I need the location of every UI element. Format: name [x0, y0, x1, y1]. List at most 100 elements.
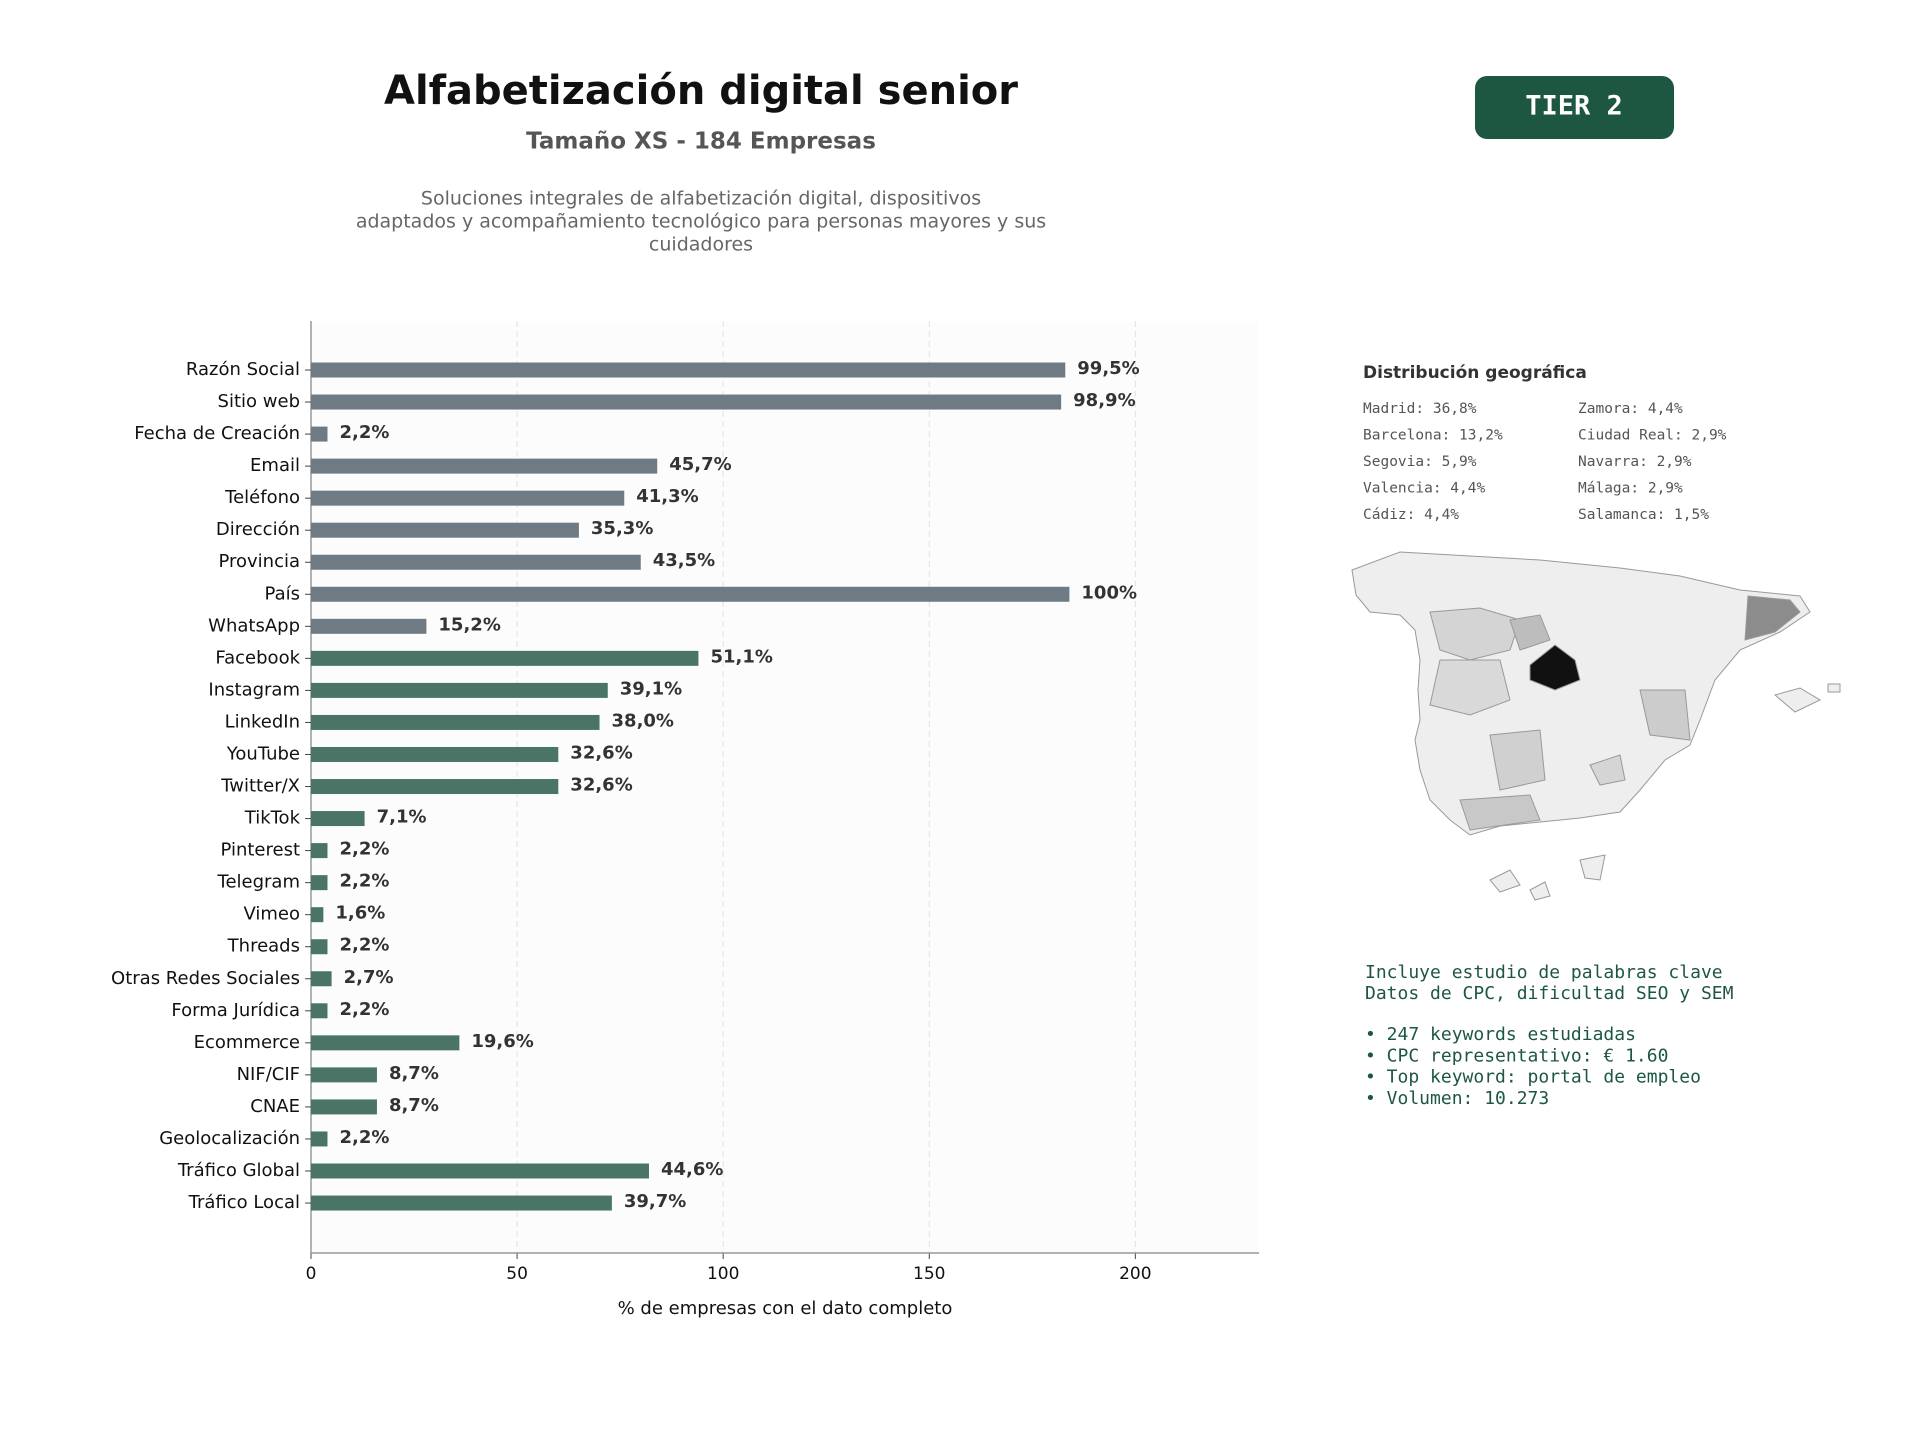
y-tick-label: Otras Redes Sociales [111, 968, 300, 989]
chart-title: Alfabetización digital senior [384, 68, 1018, 114]
geo-entry: Cádiz: 4,4% [1363, 507, 1459, 523]
map-region [1639, 689, 1691, 741]
value-label: 98,9% [1073, 390, 1135, 411]
value-label: 15,2% [438, 614, 500, 635]
y-tick-label: TikTok [244, 808, 301, 829]
bar [311, 1003, 328, 1019]
x-tick-label: 100 [707, 1264, 739, 1284]
value-label: 7,1% [377, 807, 427, 828]
y-tick-label: LinkedIn [225, 711, 300, 732]
bar [311, 618, 427, 634]
chart-description: cuidadores [649, 234, 753, 256]
keywords-bullet: • Top keyword: portal de empleo [1365, 1067, 1701, 1088]
bar [311, 1163, 649, 1179]
value-label: 1,6% [335, 903, 385, 924]
bar [311, 554, 641, 570]
chart-description: adaptados y acompañamiento tecnológico p… [356, 211, 1046, 233]
value-label: 32,6% [570, 742, 632, 763]
value-label: 32,6% [570, 775, 632, 796]
y-tick-label: Facebook [215, 647, 300, 668]
value-label: 39,7% [624, 1191, 686, 1212]
map-region [1589, 754, 1626, 786]
spain-map [1351, 551, 1841, 901]
y-tick-label: Provincia [218, 551, 300, 572]
map-balearic [1773, 687, 1822, 713]
value-label: 8,7% [389, 1063, 439, 1084]
value-label: 43,5% [653, 550, 715, 571]
geo-entry: Ciudad Real: 2,9% [1578, 428, 1727, 444]
value-label: 19,6% [471, 1031, 533, 1052]
geo-entry: Navarra: 2,9% [1578, 454, 1692, 470]
bar [311, 682, 608, 698]
y-tick-label: Vimeo [243, 904, 300, 925]
keywords-bullet: • Volumen: 10.273 [1365, 1088, 1549, 1109]
map-region [1509, 614, 1551, 651]
bar [311, 1099, 377, 1115]
value-label: 99,5% [1077, 358, 1139, 379]
value-label: 51,1% [710, 646, 772, 667]
map-canary [1529, 881, 1551, 901]
geo-entry: Barcelona: 13,2% [1363, 428, 1503, 444]
y-tick-label: Ecommerce [194, 1032, 300, 1053]
y-tick-label: Dirección [216, 519, 300, 540]
geo-entry: Salamanca: 1,5% [1578, 507, 1709, 523]
value-label: 2,2% [339, 839, 389, 860]
y-tick-label: Instagram [208, 679, 300, 700]
geo-entry: Segovia: 5,9% [1363, 454, 1477, 470]
value-label: 2,2% [339, 935, 389, 956]
y-tick-label: Pinterest [220, 840, 300, 861]
y-tick-label: Fecha de Creación [134, 423, 300, 444]
keywords-intro: Datos de CPC, dificultad SEO y SEM [1365, 983, 1734, 1004]
value-label: 2,2% [339, 999, 389, 1020]
map-barcelona [1744, 595, 1801, 641]
y-tick-label: Teléfono [224, 487, 300, 508]
bar [311, 490, 625, 506]
geo-entry: Madrid: 36,8% [1363, 401, 1477, 417]
keywords-intro: Incluye estudio de palabras clave [1365, 962, 1723, 983]
bar [311, 811, 365, 827]
bar [311, 586, 1070, 602]
tier-badge [1475, 76, 1674, 139]
map-balearic [1827, 683, 1841, 693]
y-tick-label: Twitter/X [220, 776, 300, 797]
bar [311, 843, 328, 859]
y-tick-label: YouTube [226, 743, 300, 764]
value-label: 45,7% [669, 454, 731, 475]
bar [311, 362, 1066, 378]
y-tick-label: Telegram [217, 872, 300, 893]
value-label: 2,2% [339, 422, 389, 443]
bar [311, 1195, 612, 1211]
geo-entry: Málaga: 2,9% [1578, 481, 1683, 497]
geo-title: Distribución geográfica [1363, 363, 1587, 383]
bar [311, 746, 559, 762]
y-tick-label: Sitio web [218, 391, 300, 412]
map-region [1459, 794, 1541, 831]
chart-subtitle: Tamaño XS - 184 Empresas [526, 129, 876, 155]
map-region [1489, 729, 1546, 791]
bar [311, 426, 328, 442]
value-label: 38,0% [612, 710, 674, 731]
bar [311, 779, 559, 795]
keywords-bullet: • CPC representativo: € 1.60 [1365, 1045, 1668, 1066]
value-label: 44,6% [661, 1159, 723, 1180]
bar [311, 875, 328, 891]
x-tick-label: 200 [1119, 1264, 1151, 1284]
bar [311, 939, 328, 955]
bar [311, 714, 600, 730]
bar [311, 1035, 460, 1051]
geo-entry: Valencia: 4,4% [1363, 481, 1485, 497]
y-tick-label: Email [250, 455, 300, 476]
geo-entry: Zamora: 4,4% [1578, 401, 1683, 417]
bar [311, 907, 324, 923]
y-tick-label: NIF/CIF [237, 1064, 300, 1085]
value-label: 2,7% [344, 967, 394, 988]
y-tick-label: Tráfico Global [177, 1160, 300, 1181]
map-canary [1489, 869, 1521, 893]
map-region [1429, 659, 1511, 716]
y-tick-label: WhatsApp [208, 615, 300, 636]
x-axis-label: % de empresas con el dato completo [618, 1298, 953, 1319]
x-tick-label: 50 [506, 1264, 528, 1284]
bar [311, 971, 332, 987]
